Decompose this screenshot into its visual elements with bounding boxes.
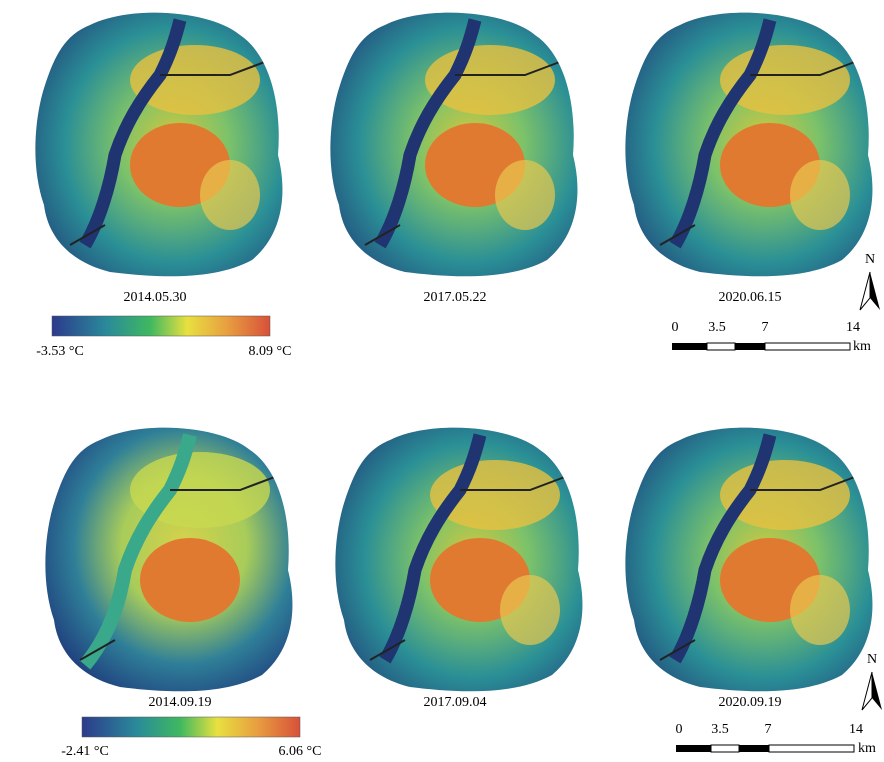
lst-map — [620, 420, 882, 700]
lst-map — [40, 420, 302, 700]
map-date: 2014.05.30 — [124, 290, 187, 305]
scale-unit: km — [853, 339, 871, 354]
north-arrow: N — [862, 652, 882, 710]
map-date: 2014.09.19 — [149, 695, 212, 710]
scale-tick: 0 — [672, 320, 679, 335]
scale-tick: 7 — [762, 320, 769, 335]
scale-tick: 0 — [676, 722, 683, 737]
scale-tick: 3.5 — [711, 722, 729, 737]
lst-map — [620, 5, 882, 285]
colorbar — [52, 316, 270, 336]
scale-bar: 0 3.5 7 14 km — [672, 320, 872, 354]
lst-map — [30, 5, 292, 285]
scale-tick: 14 — [846, 320, 860, 335]
scale-tick: 14 — [849, 722, 863, 737]
scale-bar: 0 3.5 7 14 km — [676, 722, 877, 756]
lst-map — [325, 5, 587, 285]
colorbar — [82, 717, 300, 737]
map-date: 2020.06.15 — [719, 290, 782, 305]
colorbar-max: 6.06 °C — [279, 744, 322, 759]
north-label: N — [865, 252, 875, 267]
scale-tick: 3.5 — [708, 320, 726, 335]
scale-tick: 7 — [765, 722, 772, 737]
map-date: 2017.09.04 — [424, 695, 487, 710]
colorbar-min: -2.41 °C — [61, 744, 109, 759]
colorbar-min: -3.53 °C — [36, 344, 84, 359]
lst-map — [330, 420, 592, 700]
north-label: N — [867, 652, 877, 667]
map-date: 2017.05.22 — [424, 290, 487, 305]
figure: 2014.05.30 2017.05.22 2020.06.15 -3.53 °… — [0, 0, 884, 762]
scale-unit: km — [858, 741, 876, 756]
colorbar-max: 8.09 °C — [249, 344, 292, 359]
map-date: 2020.09.19 — [719, 695, 782, 710]
north-arrow: N — [860, 252, 880, 310]
